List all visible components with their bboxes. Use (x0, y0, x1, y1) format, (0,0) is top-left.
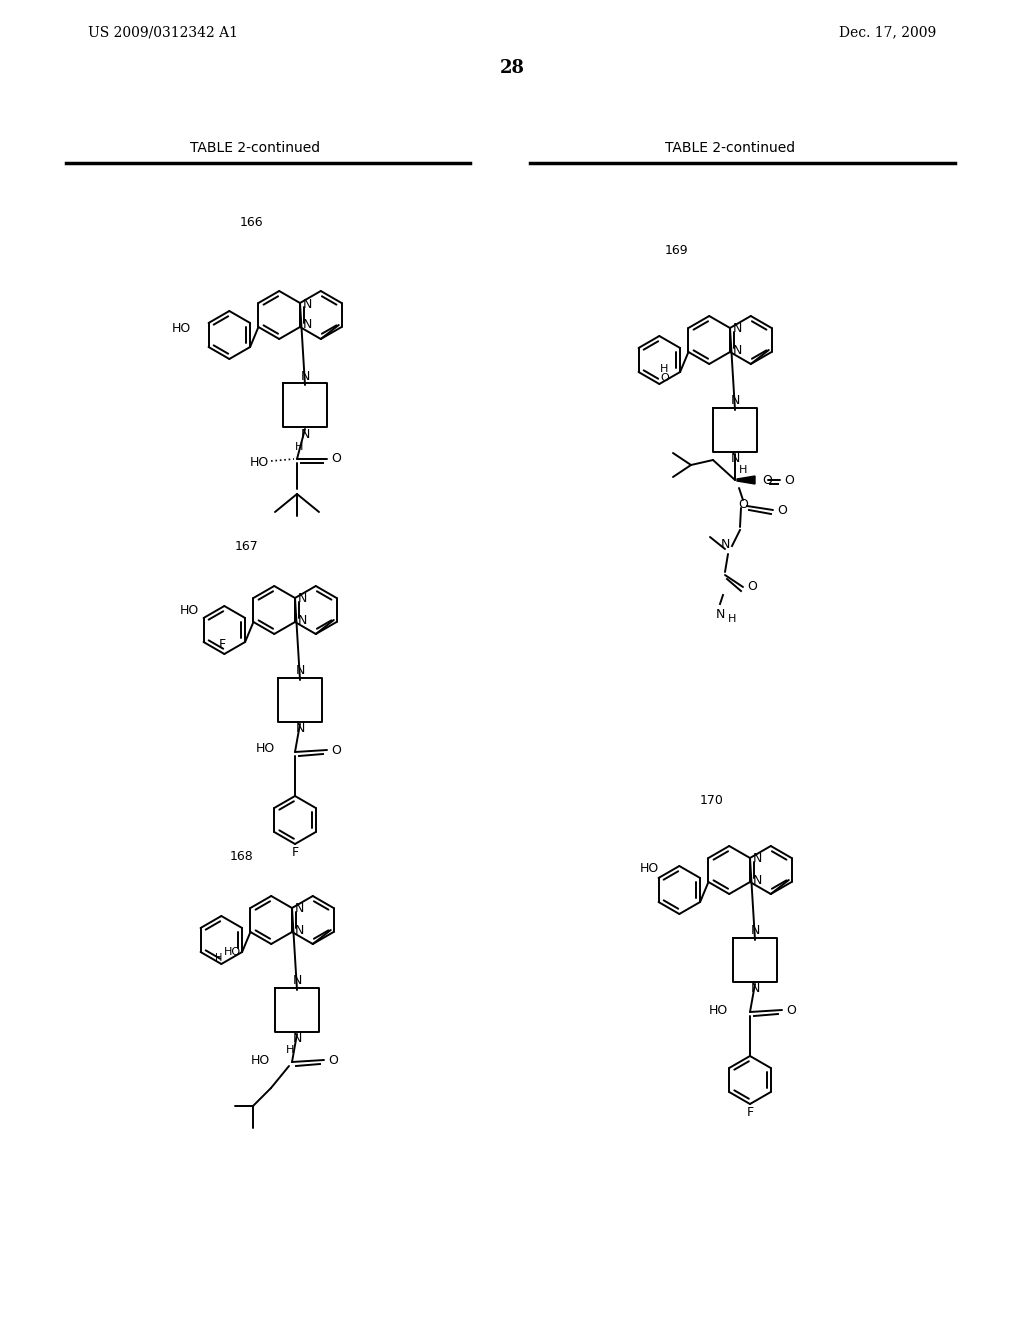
Text: N: N (300, 428, 309, 441)
Text: Dec. 17, 2009: Dec. 17, 2009 (839, 25, 936, 40)
Text: N: N (295, 924, 304, 936)
Text: O: O (328, 1053, 338, 1067)
Text: N: N (753, 853, 763, 866)
Text: O: O (777, 503, 786, 516)
Text: N: N (303, 297, 312, 310)
Text: N: N (298, 593, 307, 606)
Text: O: O (784, 474, 794, 487)
Text: O: O (331, 453, 341, 466)
Text: HO: HO (709, 1003, 728, 1016)
Text: 166: 166 (240, 215, 263, 228)
Text: HO: HO (640, 862, 659, 875)
Text: N: N (751, 924, 760, 937)
Polygon shape (737, 477, 755, 484)
Text: TABLE 2-continued: TABLE 2-continued (189, 141, 321, 154)
Text: N: N (295, 722, 305, 735)
Text: 28: 28 (500, 59, 524, 77)
Text: O: O (786, 1003, 796, 1016)
Text: US 2009/0312342 A1: US 2009/0312342 A1 (88, 25, 238, 40)
Text: N: N (733, 322, 742, 335)
Text: O: O (331, 743, 341, 756)
Text: N: N (730, 453, 739, 466)
Text: N: N (720, 537, 730, 550)
Text: H: H (295, 442, 303, 451)
Text: H: H (738, 465, 748, 475)
Text: H: H (215, 953, 222, 964)
Text: O: O (762, 474, 772, 487)
Text: N: N (751, 982, 760, 995)
Text: O: O (659, 374, 669, 383)
Text: HO: HO (224, 946, 242, 957)
Text: N: N (298, 614, 307, 627)
Text: F: F (219, 638, 226, 651)
Text: N: N (753, 874, 763, 887)
Text: H: H (728, 614, 736, 624)
Text: N: N (303, 318, 312, 331)
Text: H: H (286, 1045, 294, 1055)
Text: TABLE 2-continued: TABLE 2-continued (665, 141, 795, 154)
Text: N: N (733, 343, 742, 356)
Text: N: N (292, 974, 302, 987)
Text: N: N (295, 664, 305, 677)
Text: HO: HO (251, 1053, 270, 1067)
Text: O: O (748, 581, 757, 594)
Text: 169: 169 (665, 243, 688, 256)
Text: HO: HO (250, 455, 269, 469)
Text: N: N (300, 370, 309, 383)
Text: HO: HO (171, 322, 190, 334)
Text: N: N (730, 395, 739, 408)
Text: N: N (716, 607, 725, 620)
Text: 168: 168 (230, 850, 254, 863)
Text: HO: HO (180, 605, 200, 618)
Text: HO: HO (256, 742, 275, 755)
Text: 167: 167 (234, 540, 259, 553)
Text: H: H (660, 364, 669, 374)
Text: F: F (746, 1106, 754, 1119)
Text: N: N (292, 1032, 302, 1045)
Text: N: N (295, 903, 304, 916)
Text: O: O (738, 498, 748, 511)
Text: 170: 170 (700, 793, 724, 807)
Text: F: F (292, 846, 299, 859)
